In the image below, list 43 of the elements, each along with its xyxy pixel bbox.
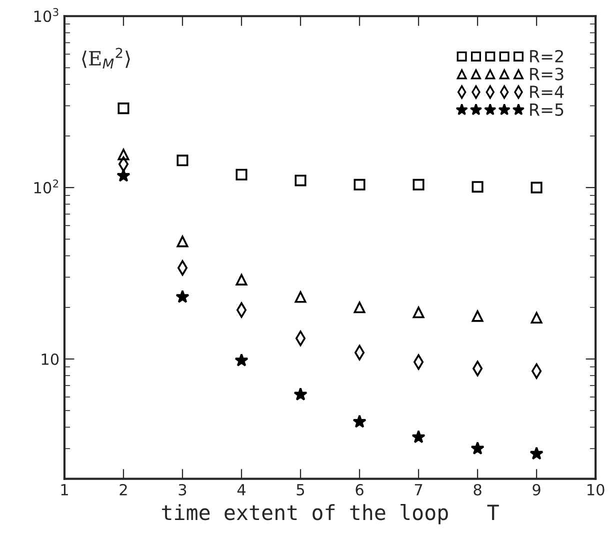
- point: [352, 414, 366, 428]
- point: [176, 290, 190, 303]
- point: [118, 148, 130, 160]
- point: [470, 441, 484, 455]
- y-tick-label: 10: [42, 353, 59, 366]
- x-tick-label: 6: [356, 484, 364, 496]
- point: [412, 178, 424, 190]
- point: [234, 353, 248, 366]
- legend-label: R=2: [530, 50, 563, 62]
- x-tick-label: 10: [588, 484, 604, 496]
- x-tick-label: 3: [178, 484, 186, 496]
- legend-label: R=5: [530, 104, 564, 116]
- x-tick-label: 8: [474, 484, 482, 496]
- point: [354, 178, 366, 190]
- point: [118, 102, 130, 114]
- legend-label: R=3: [530, 68, 564, 80]
- x-tick-label: 1: [61, 484, 68, 496]
- x-axis-title: time extent of the loop T: [162, 504, 499, 524]
- point: [176, 154, 188, 166]
- point: [530, 312, 542, 324]
- point: [236, 168, 248, 180]
- x-tick-label: 9: [532, 484, 540, 496]
- point: [530, 446, 544, 460]
- point: [116, 168, 130, 182]
- x-tick-label: 7: [414, 484, 422, 496]
- point: [176, 236, 188, 248]
- point: [236, 274, 248, 286]
- point: [412, 430, 426, 444]
- x-tick-label: 4: [237, 484, 246, 496]
- point: [294, 387, 308, 401]
- point: [412, 306, 424, 318]
- x-tick-label: 5: [296, 484, 304, 496]
- point: [294, 291, 306, 303]
- point: [294, 174, 306, 186]
- y-tick-label: 10$^{2}$: [34, 179, 58, 194]
- x-tick-label: 2: [120, 484, 127, 496]
- point: [472, 181, 484, 193]
- point: [354, 302, 366, 314]
- y-axis-title: ⟨E$_{M}$$^{2}$⟩: [82, 48, 130, 69]
- point: [472, 310, 484, 322]
- legend-label: R=4: [530, 86, 564, 98]
- y-tick-label: 10$^{3}$: [34, 8, 58, 22]
- point: [530, 182, 542, 194]
